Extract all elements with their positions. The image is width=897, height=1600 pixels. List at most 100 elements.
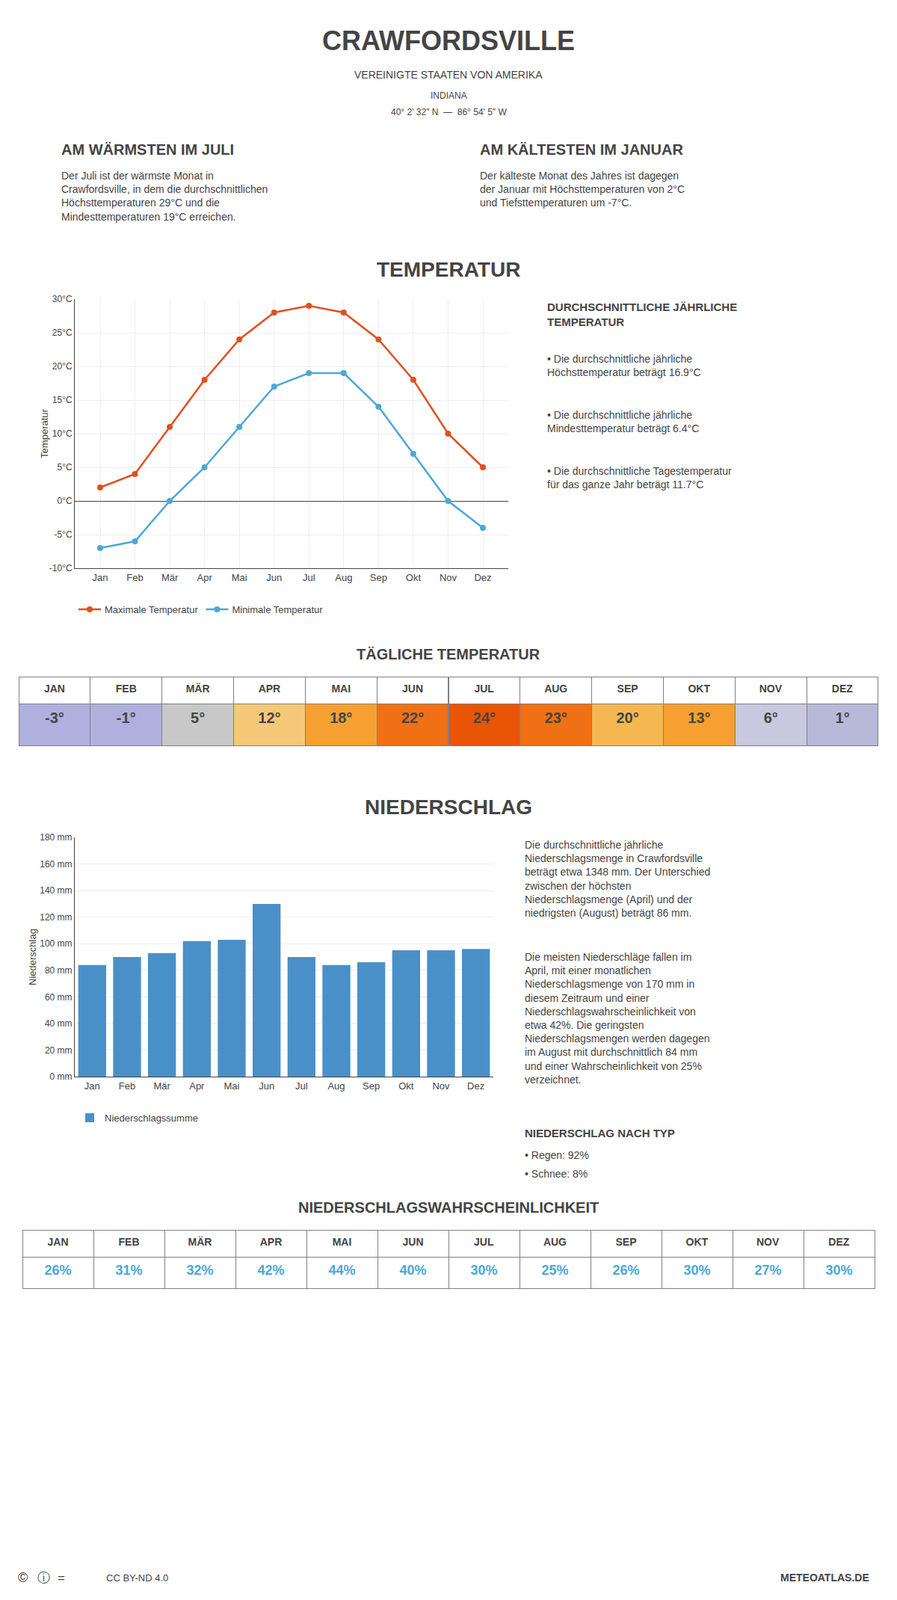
- svg-text:Mär: Mär: [153, 1080, 171, 1092]
- svg-text:DURCHSCHNITTLICHE JÄHRLICHETEM: DURCHSCHNITTLICHE JÄHRLICHETEMPERATUR: [547, 300, 738, 329]
- svg-text:100 mm: 100 mm: [39, 938, 72, 949]
- svg-text:• Die durchschnittliche jährli: • Die durchschnittliche jährlicheHöchstt…: [547, 352, 702, 379]
- svg-text:30°C: 30°C: [52, 293, 73, 305]
- svg-text:AUG: AUG: [544, 682, 568, 695]
- svg-text:JUN: JUN: [402, 682, 424, 695]
- svg-text:Sep: Sep: [362, 1080, 380, 1092]
- svg-text:MÄR: MÄR: [188, 1235, 213, 1248]
- svg-text:5°C: 5°C: [56, 461, 72, 473]
- svg-text:NIEDERSCHLAG NACH TYP: NIEDERSCHLAG NACH TYP: [524, 1126, 675, 1140]
- svg-text:Die meisten Niederschläge fall: Die meisten Niederschläge fallen imApril…: [524, 950, 711, 1086]
- svg-text:40 mm: 40 mm: [44, 1018, 73, 1029]
- svg-text:Dez: Dez: [473, 571, 492, 584]
- svg-text:OKT: OKT: [687, 682, 711, 695]
- svg-text:160 mm: 160 mm: [39, 858, 72, 870]
- svg-text:40%: 40%: [399, 1262, 427, 1278]
- svg-text:AUG: AUG: [543, 1235, 567, 1248]
- svg-text:1°: 1°: [835, 709, 850, 726]
- svg-text:26%: 26%: [44, 1262, 72, 1278]
- svg-text:Apr: Apr: [189, 1080, 205, 1092]
- svg-text:24°: 24°: [473, 709, 496, 726]
- svg-text:=: =: [57, 1570, 66, 1585]
- svg-text:FEB: FEB: [118, 1235, 140, 1248]
- svg-text:10°C: 10°C: [52, 428, 73, 439]
- svg-text:NIEDERSCHLAGSWAHRSCHEINLICHKEI: NIEDERSCHLAGSWAHRSCHEINLICHKEIT: [298, 1198, 599, 1216]
- svg-text:22°: 22°: [401, 709, 424, 726]
- svg-text:Jan: Jan: [84, 1080, 101, 1092]
- svg-text:80 mm: 80 mm: [44, 965, 73, 976]
- svg-text:Jul: Jul: [295, 1080, 308, 1092]
- svg-text:20 mm: 20 mm: [44, 1045, 73, 1056]
- svg-text:METEOATLAS.DE: METEOATLAS.DE: [780, 1571, 870, 1584]
- svg-text:Okt: Okt: [405, 571, 422, 584]
- svg-text:Feb: Feb: [126, 571, 143, 584]
- svg-text:VEREINIGTE STAATEN VON AMERIKA: VEREINIGTE STAATEN VON AMERIKA: [354, 68, 543, 81]
- svg-text:MÄR: MÄR: [186, 682, 211, 695]
- svg-text:Mai: Mai: [224, 1080, 240, 1092]
- svg-text:NOV: NOV: [759, 682, 783, 695]
- svg-text:MAI: MAI: [332, 1235, 353, 1248]
- svg-text:NIEDERSCHLAG: NIEDERSCHLAG: [364, 795, 533, 819]
- svg-text:Jun: Jun: [258, 1080, 275, 1092]
- svg-text:20°: 20°: [615, 709, 639, 726]
- svg-text:• Regen: 92%: • Regen: 92%: [524, 1148, 590, 1161]
- svg-text:Maximale Temperatur: Maximale Temperatur: [104, 603, 199, 616]
- svg-text:AM WÄRMSTEN IM JULI: AM WÄRMSTEN IM JULI: [61, 141, 234, 158]
- svg-text:5°: 5°: [190, 709, 205, 726]
- svg-text:NOV: NOV: [756, 1235, 780, 1248]
- svg-text:• Die durchschnittliche Tagest: • Die durchschnittliche Tagestemperaturf…: [547, 464, 732, 491]
- svg-text:DEZ: DEZ: [831, 682, 853, 695]
- svg-text:26%: 26%: [612, 1262, 640, 1278]
- svg-text:DEZ: DEZ: [828, 1235, 850, 1248]
- svg-text:Der kälteste Monat des Jahres: Der kälteste Monat des Jahres ist dagege…: [479, 169, 685, 209]
- svg-text:-1°: -1°: [116, 709, 137, 726]
- svg-text:Niederschlag: Niederschlag: [26, 928, 39, 986]
- svg-text:CC BY-ND 4.0: CC BY-ND 4.0: [106, 1571, 169, 1584]
- svg-text:Die durchschnittliche jährlich: Die durchschnittliche jährlicheNiedersch…: [524, 838, 711, 919]
- svg-text:ⓘ: ⓘ: [37, 1570, 51, 1585]
- svg-text:JUL: JUL: [473, 1235, 495, 1248]
- svg-text:FEB: FEB: [115, 682, 137, 695]
- svg-text:180 mm: 180 mm: [39, 831, 72, 843]
- svg-text:Jan: Jan: [92, 571, 109, 584]
- svg-text:Mär: Mär: [161, 571, 179, 584]
- svg-text:JAN: JAN: [47, 1235, 69, 1248]
- svg-text:Apr: Apr: [197, 571, 214, 584]
- svg-text:Temperatur: Temperatur: [38, 408, 51, 458]
- svg-text:15°C: 15°C: [52, 394, 73, 406]
- svg-text:JAN: JAN: [44, 682, 66, 695]
- svg-text:-3°: -3°: [44, 709, 65, 726]
- svg-text:-10°C: -10°C: [49, 562, 73, 574]
- svg-text:-5°C: -5°C: [53, 529, 72, 540]
- svg-text:TÄGLICHE TEMPERATUR: TÄGLICHE TEMPERATUR: [356, 645, 541, 663]
- svg-text:Mai: Mai: [231, 571, 248, 584]
- svg-text:MAI: MAI: [331, 682, 351, 695]
- svg-text:CRAWFORDSVILLE: CRAWFORDSVILLE: [322, 25, 575, 57]
- svg-text:Jun: Jun: [266, 571, 282, 584]
- svg-text:Niederschlagssumme: Niederschlagssumme: [104, 1112, 199, 1124]
- svg-text:AM KÄLTESTEN IM JANUAR: AM KÄLTESTEN IM JANUAR: [479, 141, 684, 158]
- svg-text:0°C: 0°C: [56, 495, 72, 507]
- svg-text:18°: 18°: [329, 709, 353, 726]
- svg-text:Aug: Aug: [327, 1080, 345, 1092]
- svg-text:APR: APR: [260, 1235, 283, 1248]
- svg-text:12°: 12°: [257, 709, 281, 726]
- svg-text:30%: 30%: [683, 1262, 711, 1278]
- svg-text:Der Juli ist der wärmste Monat: Der Juli ist der wärmste Monat inCrawfor…: [61, 169, 268, 223]
- svg-text:Aug: Aug: [334, 571, 353, 584]
- svg-text:Nov: Nov: [439, 571, 458, 584]
- svg-text:Feb: Feb: [118, 1080, 136, 1092]
- svg-text:23°: 23°: [544, 709, 568, 726]
- svg-text:30%: 30%: [825, 1262, 853, 1278]
- svg-text:JUN: JUN: [402, 1235, 424, 1248]
- svg-text:13°: 13°: [687, 709, 711, 726]
- svg-text:42%: 42%: [257, 1262, 285, 1278]
- svg-text:Nov: Nov: [432, 1080, 450, 1092]
- svg-text:©: ©: [17, 1569, 28, 1585]
- svg-text:• Die durchschnittliche jährli: • Die durchschnittliche jährlicheMindest…: [547, 408, 699, 435]
- svg-text:Dez: Dez: [467, 1080, 485, 1092]
- svg-text:INDIANA: INDIANA: [430, 90, 468, 101]
- svg-text:0 mm: 0 mm: [50, 1071, 73, 1082]
- svg-text:TEMPERATUR: TEMPERATUR: [376, 257, 521, 282]
- svg-text:31%: 31%: [115, 1262, 143, 1278]
